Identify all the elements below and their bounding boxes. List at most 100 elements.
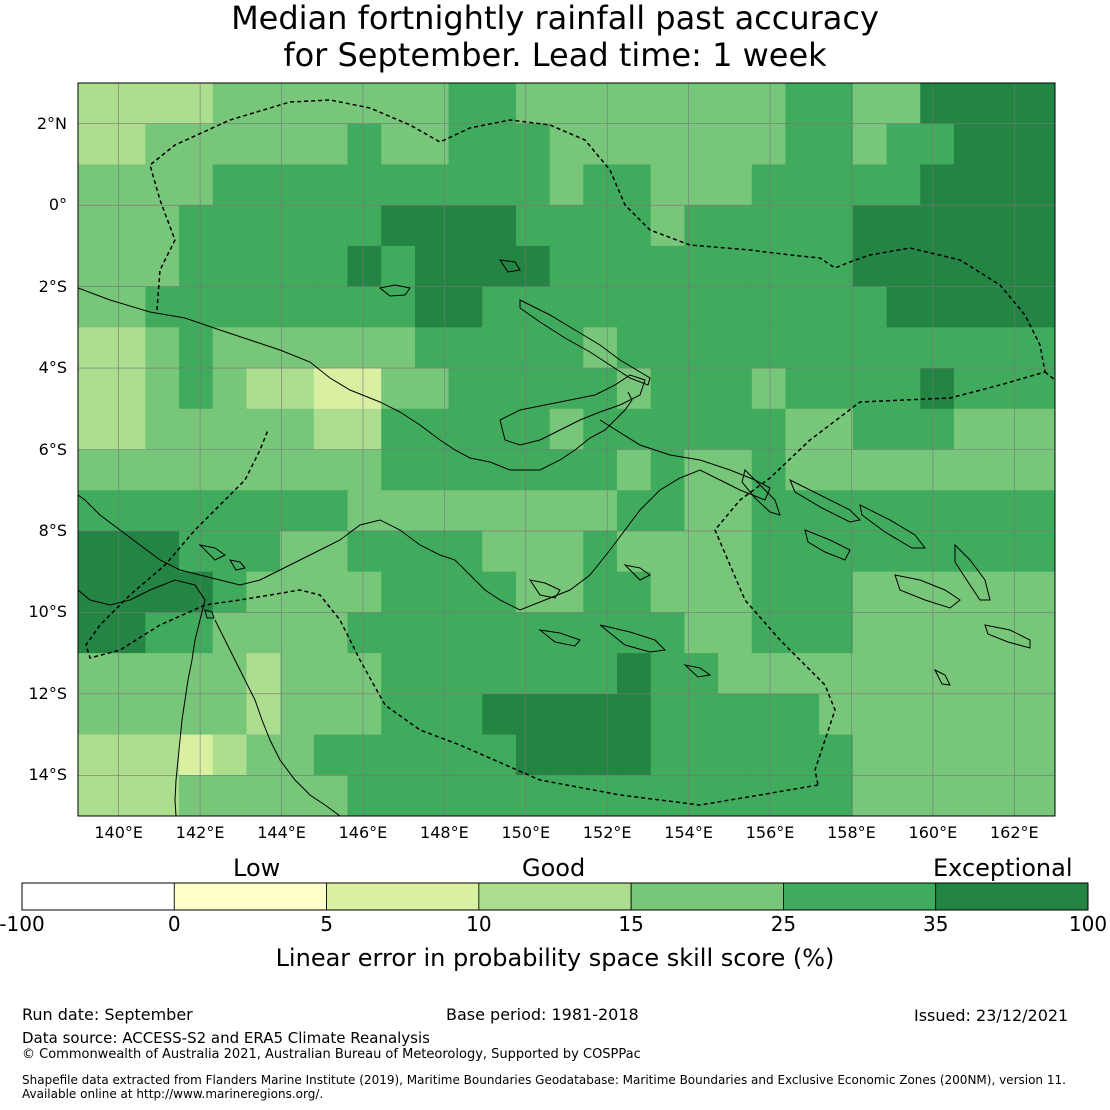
grid-cell xyxy=(852,286,888,328)
grid-cell xyxy=(78,449,113,491)
grid-cell xyxy=(852,693,888,736)
grid-cell xyxy=(246,530,281,573)
grid-cell xyxy=(111,612,146,654)
grid-cell xyxy=(145,83,180,125)
map-frame xyxy=(77,82,1056,817)
grid-cell xyxy=(1021,245,1055,288)
grid-cell xyxy=(953,123,989,166)
grid-cell xyxy=(583,571,618,613)
grid-cell xyxy=(684,205,719,247)
grid-cell xyxy=(718,490,753,532)
grid-cell xyxy=(549,775,584,816)
grid-cell xyxy=(549,164,584,206)
grid-cell xyxy=(313,612,349,654)
grid-cell xyxy=(111,123,146,166)
grid-cell xyxy=(785,164,820,206)
grid-cell xyxy=(212,571,248,613)
grid-cell xyxy=(953,653,989,695)
grid-cell xyxy=(212,164,248,206)
grid-cell xyxy=(111,530,146,573)
grid-cell xyxy=(145,490,180,532)
grid-cell xyxy=(650,164,686,206)
grid-cell xyxy=(953,571,989,613)
png-eez-boundary xyxy=(85,99,1046,806)
grid-cell xyxy=(785,530,820,573)
grid-cell xyxy=(78,286,113,328)
grid-cell xyxy=(280,408,315,451)
grid-cell xyxy=(246,490,281,532)
grid-cell xyxy=(987,490,1022,532)
new-ireland-coastline xyxy=(519,299,651,386)
latitude-label: 8°S xyxy=(38,520,67,540)
grid-cell xyxy=(718,286,753,328)
grid-cell xyxy=(920,530,955,573)
grid-cell xyxy=(246,327,281,369)
colorbar-tick-label: -100 xyxy=(0,912,45,936)
grid-cell xyxy=(347,286,382,328)
grid-cell xyxy=(684,123,719,166)
grid-cell xyxy=(549,653,584,695)
grid-cell xyxy=(482,571,517,613)
grid-cell xyxy=(920,449,955,491)
grid-cell xyxy=(179,205,214,247)
grid-cell xyxy=(920,245,955,288)
grid-cell xyxy=(785,123,820,166)
grid-cell xyxy=(280,653,315,695)
grid-cell xyxy=(549,408,584,451)
grid-cell xyxy=(852,164,888,206)
grid-cell xyxy=(212,490,248,532)
grid-cell xyxy=(987,653,1022,695)
grid-cell xyxy=(145,653,180,695)
latitude-label: 0° xyxy=(48,195,67,215)
grid-cell xyxy=(617,408,652,451)
grid-cell xyxy=(617,530,652,573)
grid-cell xyxy=(381,530,416,573)
grid-cell xyxy=(246,205,281,247)
grid-cell xyxy=(145,449,180,491)
grid-cell xyxy=(617,734,652,776)
grid-cell xyxy=(920,612,955,654)
grid-cell xyxy=(583,775,618,816)
grid-cell xyxy=(482,286,517,328)
grid-cell xyxy=(145,368,180,410)
grid-cell xyxy=(617,449,652,491)
grid-cell xyxy=(583,205,618,247)
grid-cell xyxy=(583,693,618,736)
grid-cell xyxy=(179,408,214,451)
grid-cell xyxy=(145,286,180,328)
longitude-label: 154°E xyxy=(664,823,713,842)
grid-cell xyxy=(819,612,854,654)
grid-cell xyxy=(482,327,517,369)
grid-cell xyxy=(145,164,180,206)
grid-cell xyxy=(886,123,921,166)
grid-cell xyxy=(111,368,146,410)
grid-cell xyxy=(684,83,719,125)
dentrecasteaux-islands-coastline xyxy=(528,564,651,647)
grid-cell xyxy=(953,612,989,654)
grid-cell xyxy=(111,164,146,206)
grid-cell xyxy=(953,327,989,369)
grid-cell xyxy=(179,245,214,288)
grid-cell xyxy=(684,408,719,451)
grid-cell xyxy=(987,245,1022,288)
grid-cell xyxy=(347,734,382,776)
grid-cell xyxy=(111,653,146,695)
grid-cell xyxy=(886,164,921,206)
grid-cell xyxy=(179,530,214,573)
grid-cell xyxy=(751,612,787,654)
grid-cell xyxy=(482,245,517,288)
grid-cell xyxy=(246,286,281,328)
grid-cell xyxy=(718,245,753,288)
grid-cell xyxy=(583,612,618,654)
longitude-label: 152°E xyxy=(582,823,632,842)
grid-cell xyxy=(78,164,113,206)
grid-cell xyxy=(280,164,315,206)
latitude-label: 10°S xyxy=(28,602,67,622)
grid-cell xyxy=(852,245,888,288)
grid-cell xyxy=(414,490,450,532)
grid-cell xyxy=(313,408,349,451)
grid-cell xyxy=(448,408,483,451)
grid-cell xyxy=(718,734,753,776)
grid-cell xyxy=(751,530,787,573)
